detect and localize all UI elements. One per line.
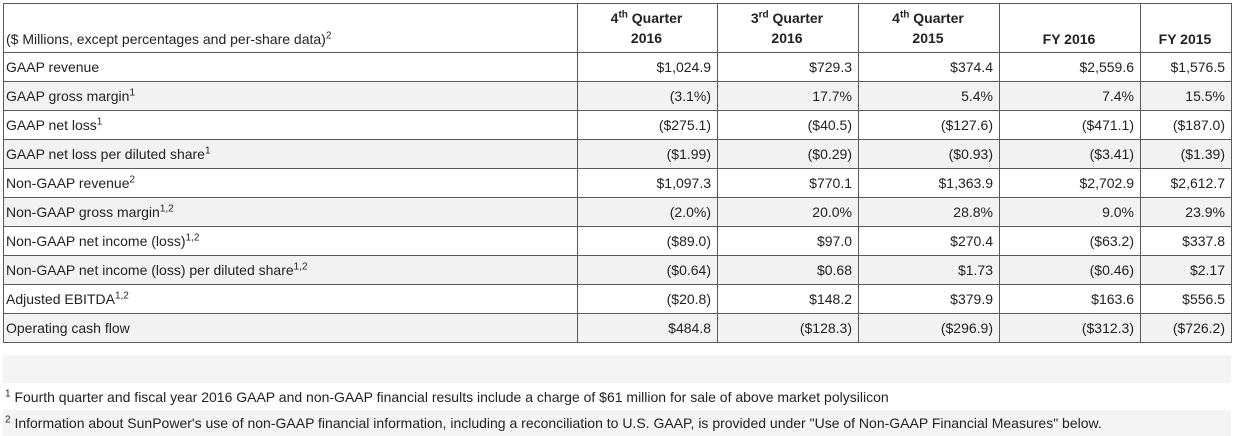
cell-fy-2015: $556.5 [1140,284,1232,314]
cell-q3-2016: ($0.29) [717,139,859,169]
cell-q4-2015: ($0.93) [858,139,1000,169]
cell-fy-2015: ($726.2) [1140,313,1232,343]
table-body: GAAP revenue $1,024.9 $729.3 $374.4 $2,559.6… [3,52,1232,343]
cell-fy-2015: ($187.0) [1140,110,1232,140]
cell-q3-2016: $148.2 [717,284,859,314]
cell-q4-2015: $1,363.9 [858,168,1000,198]
row-label: Non-GAAP net income (loss)1,2 [3,226,578,256]
table-row: GAAP revenue $1,024.9 $729.3 $374.4 $2,559.6… [3,52,1232,82]
row-label: Adjusted EBITDA1,2 [3,284,578,314]
cell-fy-2016: $163.6 [999,284,1141,314]
cell-q4-2016: ($89.0) [577,226,718,256]
cell-fy-2016: 7.4% [999,81,1141,111]
row-label: GAAP net loss per diluted share1 [3,139,578,169]
cell-q4-2016: $1,097.3 [577,168,718,198]
table-header-row: ($ Millions, except percentages and per-… [3,3,1232,53]
table-row: Operating cash flow $484.8 ($128.3) ($296.9… [3,313,1232,343]
financial-summary-table: ($ Millions, except percentages and per-… [3,3,1232,343]
cell-fy-2015: $1,576.5 [1140,52,1232,82]
cell-q4-2015: $379.9 [858,284,1000,314]
col-header-q3-2016: 3rd Quarter 2016 [717,3,859,53]
table-row: GAAP net loss1 ($275.1) ($40.5) ($127.6) ($4… [3,110,1232,140]
cell-q4-2016: ($275.1) [577,110,718,140]
cell-q3-2016: ($40.5) [717,110,859,140]
cell-fy-2015: 15.5% [1140,81,1232,111]
cell-q4-2015: 5.4% [858,81,1000,111]
cell-q3-2016: $729.3 [717,52,859,82]
table-spacer [3,355,1231,383]
cell-fy-2015: $2.17 [1140,255,1232,285]
cell-fy-2016: ($471.1) [999,110,1141,140]
table-row: Non-GAAP revenue2 $1,097.3 $770.1 $1,363.9 $… [3,168,1232,198]
cell-q4-2016: ($1.99) [577,139,718,169]
cell-fy-2015: 23.9% [1140,197,1232,227]
table-row: GAAP gross margin1 (3.1%) 17.7% 5.4% 7.4% 15.… [3,81,1232,111]
table-row: Non-GAAP gross margin1,2 (2.0%) 20.0% 28.8%… [3,197,1232,227]
cell-q4-2015: 28.8% [858,197,1000,227]
units-description-header: ($ Millions, except percentages and per-… [3,3,578,53]
cell-q3-2016: $97.0 [717,226,859,256]
cell-q4-2015: $270.4 [858,226,1000,256]
row-label: GAAP net loss1 [3,110,578,140]
row-label: Non-GAAP gross margin1,2 [3,197,578,227]
row-label: Operating cash flow [3,313,578,343]
cell-q4-2016: ($20.8) [577,284,718,314]
cell-fy-2016: $2,702.9 [999,168,1141,198]
col-header-q4-2016: 4th Quarter 2016 [577,3,718,53]
cell-fy-2016: ($0.46) [999,255,1141,285]
table-row: Non-GAAP net income (loss)1,2 ($89.0) $97.… [3,226,1232,256]
cell-fy-2016: ($312.3) [999,313,1141,343]
row-label: GAAP gross margin1 [3,81,578,111]
cell-fy-2016: 9.0% [999,197,1141,227]
col-header-fy-2015: FY 2015 [1140,3,1232,53]
footnote-2: 2 Information about SunPower's use of no… [3,410,1231,436]
cell-fy-2016: $2,559.6 [999,52,1141,82]
cell-q3-2016: 17.7% [717,81,859,111]
row-label: Non-GAAP net income (loss) per diluted s… [3,255,578,285]
cell-q4-2016: $484.8 [577,313,718,343]
cell-q3-2016: 20.0% [717,197,859,227]
cell-fy-2015: ($1.39) [1140,139,1232,169]
row-label: Non-GAAP revenue2 [3,168,578,198]
row-label: GAAP revenue [3,52,578,82]
col-header-fy-2016: FY 2016 [999,3,1141,53]
cell-fy-2015: $2,612.7 [1140,168,1232,198]
table-row: Non-GAAP net income (loss) per diluted s… [3,255,1232,285]
footnote-1: 1 Fourth quarter and fiscal year 2016 GA… [3,384,1231,410]
cell-q3-2016: $0.68 [717,255,859,285]
cell-q4-2015: $374.4 [858,52,1000,82]
cell-q4-2015: $1.73 [858,255,1000,285]
cell-q4-2016: (2.0%) [577,197,718,227]
cell-q3-2016: ($128.3) [717,313,859,343]
cell-q4-2016: (3.1%) [577,81,718,111]
cell-q4-2016: ($0.64) [577,255,718,285]
cell-fy-2016: ($3.41) [999,139,1141,169]
cell-q4-2015: ($127.6) [858,110,1000,140]
cell-fy-2015: $337.8 [1140,226,1232,256]
table-row: GAAP net loss per diluted share1 ($1.99)(… [3,139,1232,169]
cell-q4-2015: ($296.9) [858,313,1000,343]
cell-q3-2016: $770.1 [717,168,859,198]
table-row: Adjusted EBITDA1,2 ($20.8) $148.2 $379.9 $16… [3,284,1232,314]
cell-q4-2016: $1,024.9 [577,52,718,82]
col-header-q4-2015: 4th Quarter 2015 [858,3,1000,53]
cell-fy-2016: ($63.2) [999,226,1141,256]
